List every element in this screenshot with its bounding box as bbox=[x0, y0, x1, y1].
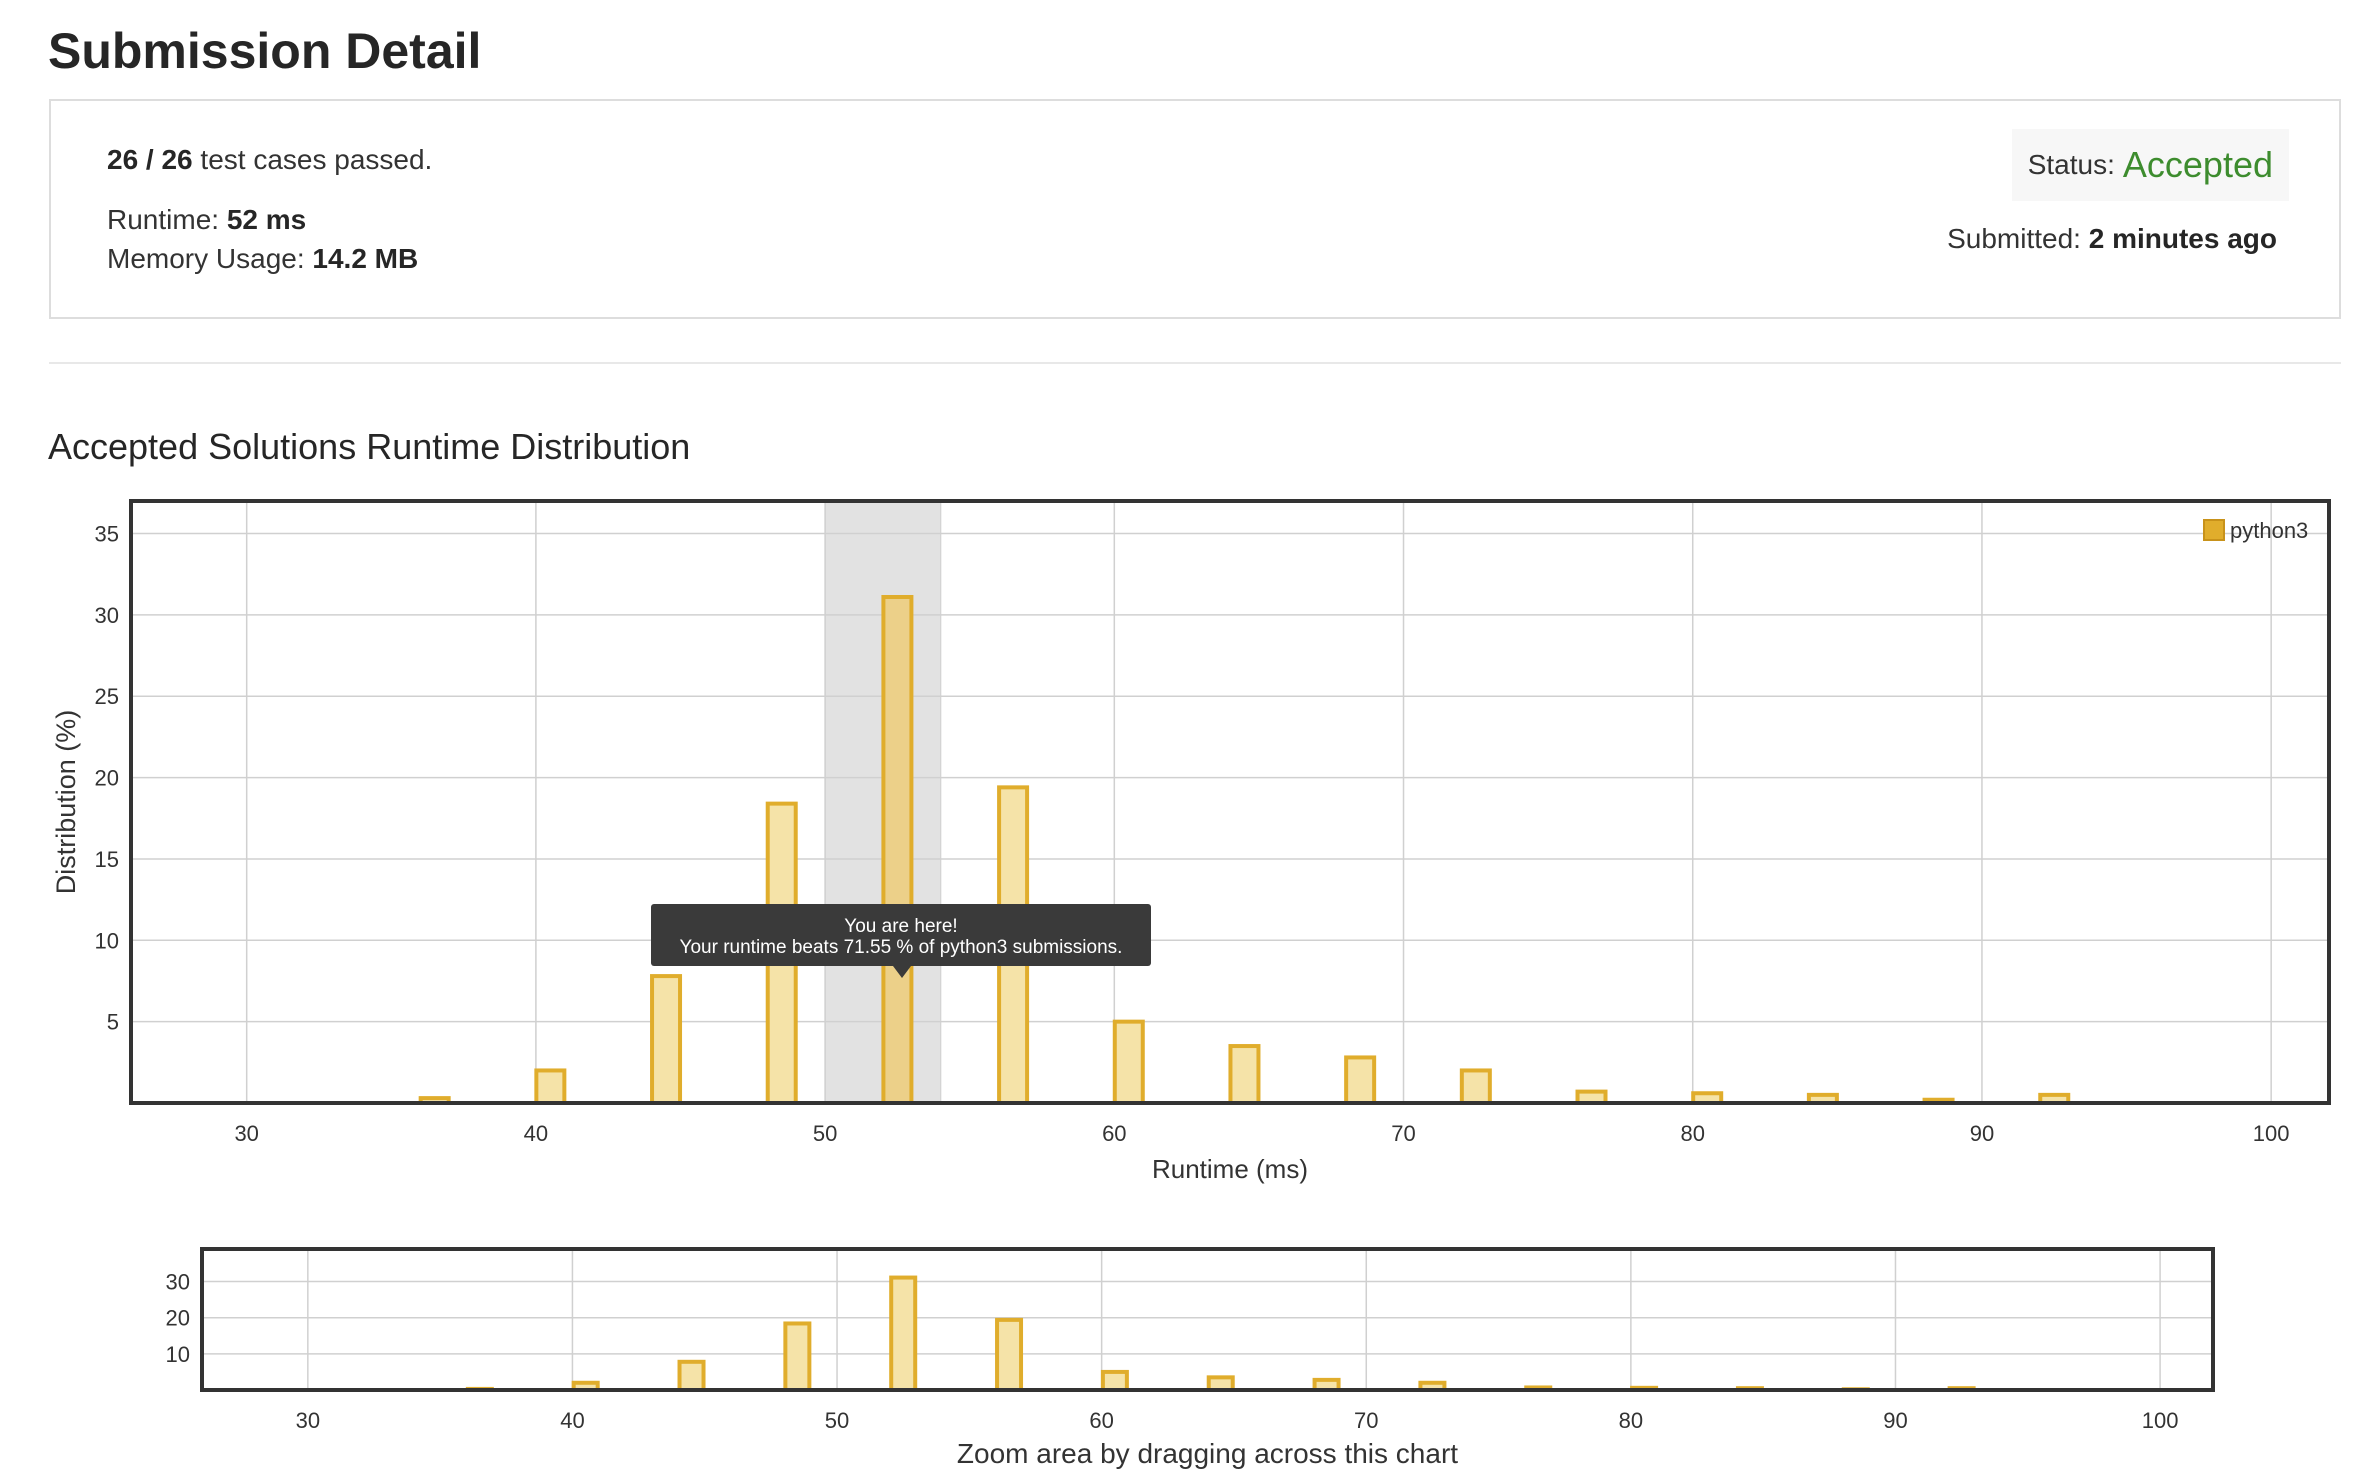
main-x-tick-label: 100 bbox=[2253, 1121, 2290, 1146]
runtime-value: 52 ms bbox=[226, 204, 307, 235]
legend-swatch-icon bbox=[2203, 519, 2225, 541]
submission-summary-panel: 26 / 26 test cases passed. Runtime: 52 m… bbox=[49, 99, 2341, 319]
submitted-line: Submitted: 2 minutes ago bbox=[1947, 223, 2277, 255]
status-label: Status: bbox=[2027, 149, 2115, 180]
mini-x-tick-label: 90 bbox=[1883, 1408, 1907, 1433]
main-y-tick-label: 30 bbox=[95, 603, 119, 628]
mini-bar bbox=[1100, 1369, 1129, 1393]
main-bar bbox=[650, 974, 683, 1106]
mini-y-tick-label: 10 bbox=[166, 1342, 190, 1367]
memory-label: Memory Usage: bbox=[107, 243, 305, 274]
section-title: Accepted Solutions Runtime Distribution bbox=[48, 426, 691, 467]
main-x-axis-label: Runtime (ms) bbox=[1152, 1154, 1308, 1184]
tooltip-line-1: You are here! bbox=[844, 916, 958, 937]
status-badge: Status: Accepted bbox=[2011, 129, 2289, 201]
main-x-tick-label: 70 bbox=[1391, 1121, 1415, 1146]
main-x-tick-label: 90 bbox=[1970, 1121, 1994, 1146]
mini-y-tick-label: 30 bbox=[166, 1270, 190, 1295]
mini-x-tick-label: 40 bbox=[560, 1408, 584, 1433]
mini-x-axis-label: Zoom area by dragging across this chart bbox=[957, 1438, 1458, 1469]
main-bar bbox=[534, 1068, 567, 1106]
tooltip-line-2: Your runtime beats 71.55 % of python3 su… bbox=[679, 937, 1123, 958]
main-y-tick-label: 15 bbox=[95, 847, 119, 872]
page-title: Submission Detail bbox=[48, 23, 482, 79]
mini-bar bbox=[889, 1275, 918, 1392]
passed-suffix: test cases passed. bbox=[200, 144, 433, 175]
runtime-tooltip: You are here! Your runtime beats 71.55 %… bbox=[651, 904, 1151, 978]
main-y-tick-label: 10 bbox=[95, 928, 119, 953]
mini-bar bbox=[677, 1359, 706, 1393]
runtime-label: Runtime: bbox=[107, 204, 220, 235]
main-bar bbox=[881, 594, 914, 1105]
main-x-tick-label: 40 bbox=[524, 1121, 548, 1146]
main-y-tick-label: 25 bbox=[95, 684, 119, 709]
mini-bar bbox=[995, 1317, 1024, 1393]
submitted-value: 2 minutes ago bbox=[2088, 223, 2277, 254]
legend-entry: python3 bbox=[2230, 518, 2308, 543]
main-bar bbox=[1228, 1044, 1261, 1106]
memory-value: 14.2 MB bbox=[312, 243, 419, 274]
mini-chart bbox=[200, 1247, 2215, 1393]
test-cases-line: 26 / 26 test cases passed. bbox=[107, 144, 432, 176]
mini-x-tick-label: 100 bbox=[2142, 1408, 2179, 1433]
main-bar bbox=[1459, 1068, 1492, 1106]
section-divider bbox=[49, 362, 2341, 364]
main-x-tick-label: 50 bbox=[813, 1121, 837, 1146]
status-value[interactable]: Accepted bbox=[2122, 144, 2273, 185]
main-chart bbox=[129, 499, 2331, 1106]
mini-x-tick-label: 50 bbox=[825, 1408, 849, 1433]
main-plot-frame bbox=[129, 499, 2331, 1105]
main-x-tick-label: 60 bbox=[1102, 1121, 1126, 1146]
tooltip-arrow bbox=[893, 966, 911, 978]
mini-y-tick-label: 20 bbox=[166, 1306, 190, 1331]
main-x-tick-label: 30 bbox=[234, 1121, 258, 1146]
main-y-tick-label: 5 bbox=[107, 1010, 119, 1035]
main-y-tick-label: 20 bbox=[95, 766, 119, 791]
passed-count: 26 / 26 bbox=[107, 144, 193, 175]
mini-x-tick-label: 30 bbox=[296, 1408, 320, 1433]
submitted-label: Submitted: bbox=[1947, 223, 2081, 254]
mini-x-tick-label: 80 bbox=[1619, 1408, 1643, 1433]
main-plot-area bbox=[131, 501, 2329, 1103]
main-bar bbox=[1112, 1019, 1145, 1105]
memory-line: Memory Usage: 14.2 MB bbox=[107, 243, 418, 275]
main-bar bbox=[1344, 1055, 1377, 1105]
mini-plot-frame bbox=[200, 1247, 2215, 1392]
mini-plot-area bbox=[202, 1249, 2213, 1390]
main-y-tick-label: 35 bbox=[95, 522, 119, 547]
mini-x-tick-label: 60 bbox=[1089, 1408, 1113, 1433]
mini-x-tick-label: 70 bbox=[1354, 1408, 1378, 1433]
main-x-tick-label: 80 bbox=[1680, 1121, 1704, 1146]
main-y-axis-label: Distribution (%) bbox=[51, 710, 81, 895]
runtime-line: Runtime: 52 ms bbox=[107, 204, 306, 236]
mini-bar bbox=[783, 1321, 812, 1393]
